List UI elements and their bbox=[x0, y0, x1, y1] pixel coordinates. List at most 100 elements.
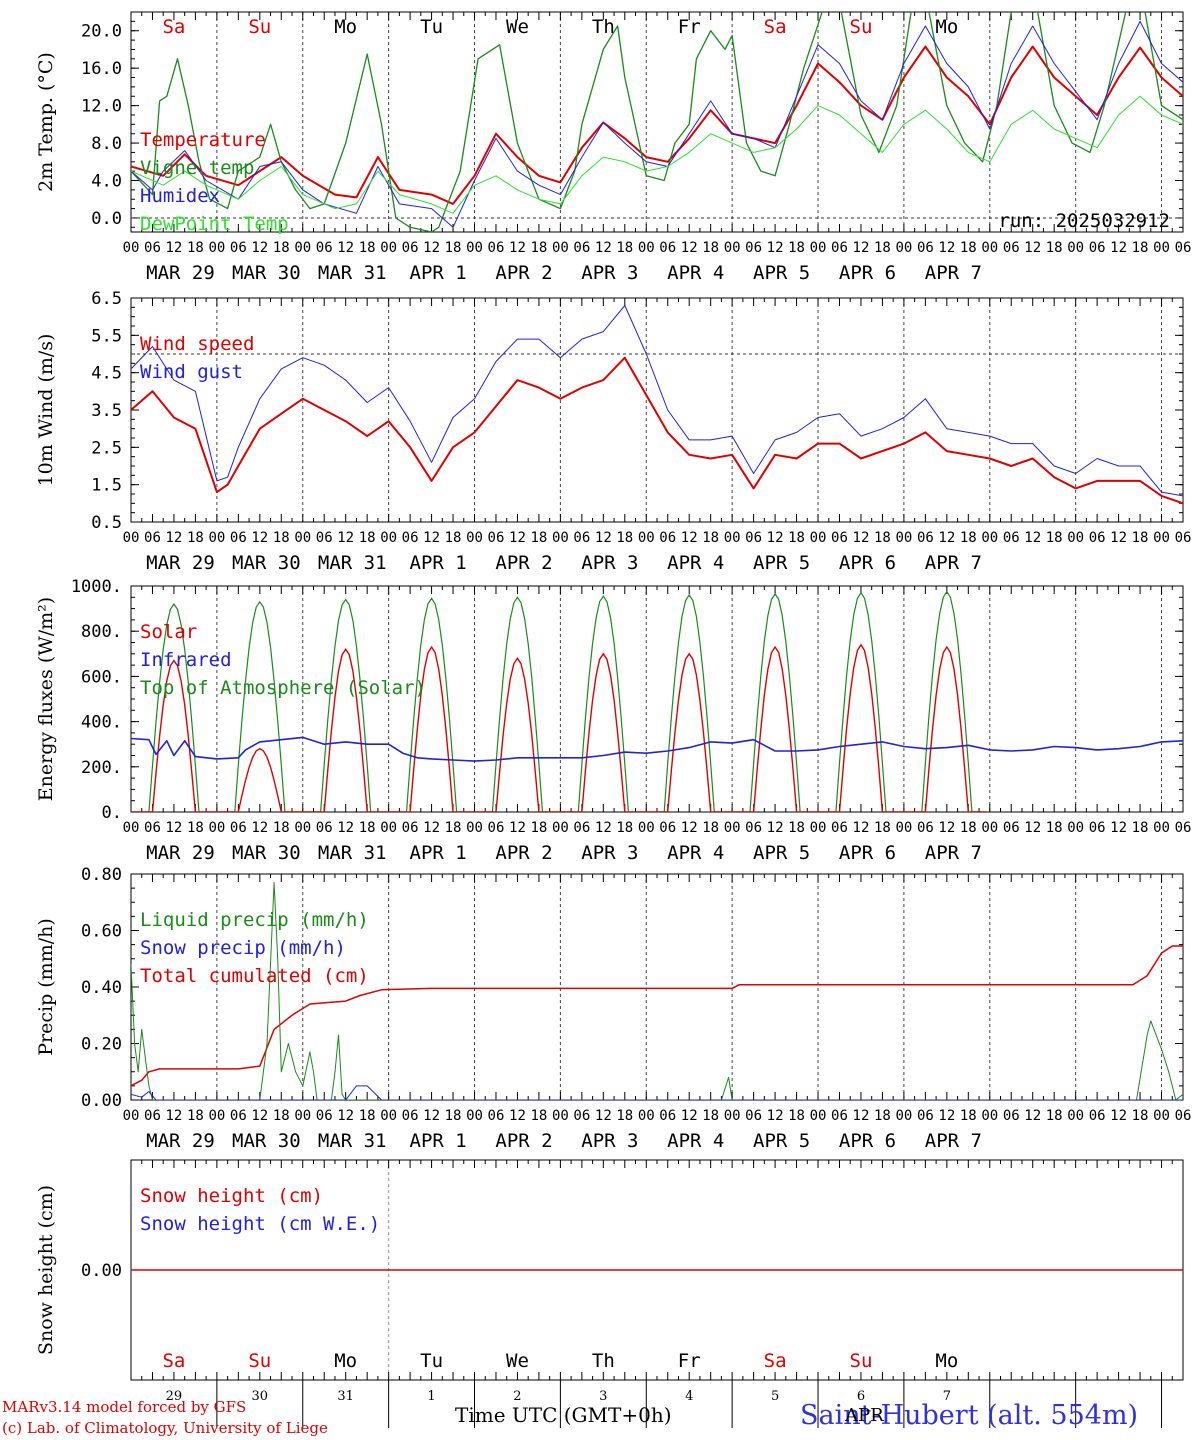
hour-label: 18 bbox=[616, 820, 633, 836]
hour-label: 12 bbox=[767, 820, 784, 836]
hour-label: 18 bbox=[530, 820, 547, 836]
plot-area bbox=[131, 305, 1183, 505]
hour-label: 12 bbox=[595, 240, 612, 256]
hour-label: 18 bbox=[273, 530, 290, 546]
hour-label: 12 bbox=[767, 530, 784, 546]
hour-label: 00 bbox=[380, 820, 397, 836]
y-tick-label: 400. bbox=[81, 713, 122, 733]
hour-label: 18 bbox=[874, 1108, 891, 1124]
series-line-wind-speed bbox=[131, 356, 1183, 505]
hour-label: 00 bbox=[466, 240, 483, 256]
hour-label: 06 bbox=[917, 820, 934, 836]
hour-label: 06 bbox=[1175, 240, 1192, 256]
hour-label: 06 bbox=[659, 1108, 676, 1124]
hour-label: 18 bbox=[1046, 530, 1063, 546]
hour-label: 18 bbox=[1046, 820, 1063, 836]
hour-label: 18 bbox=[359, 820, 376, 836]
hour-label: 06 bbox=[1003, 530, 1020, 546]
hour-label: 06 bbox=[1175, 530, 1192, 546]
hour-label: 06 bbox=[144, 1108, 161, 1124]
hour-label: 18 bbox=[702, 530, 719, 546]
hour-label: 18 bbox=[187, 820, 204, 836]
hour-label: 06 bbox=[831, 820, 848, 836]
date-label: APR 5 bbox=[753, 552, 810, 574]
hour-label: 00 bbox=[638, 240, 655, 256]
y-tick-label: 3.5 bbox=[91, 401, 122, 421]
y-axis-label: Energy fluxes (W/m²) bbox=[35, 597, 57, 801]
hour-label: 00 bbox=[638, 530, 655, 546]
hour-label: 06 bbox=[316, 530, 333, 546]
hour-label: 00 bbox=[208, 240, 225, 256]
panel-2: 0.5 1.5 2.5 3.5 4.5 5.5 6.5 10m Wind (m/s) Wind … bbox=[35, 289, 1191, 574]
hour-label: 06 bbox=[573, 820, 590, 836]
hour-label: 12 bbox=[938, 1108, 955, 1124]
hour-label: 06 bbox=[831, 240, 848, 256]
hour-label: 06 bbox=[402, 240, 419, 256]
hour-label: 18 bbox=[187, 240, 204, 256]
hour-label: 12 bbox=[1110, 240, 1127, 256]
hour-label: 12 bbox=[938, 530, 955, 546]
hour-label: 12 bbox=[166, 240, 183, 256]
hour-label: 00 bbox=[294, 240, 311, 256]
hour-label: 00 bbox=[380, 1108, 397, 1124]
y-tick-label: 0.40 bbox=[81, 978, 122, 998]
y-tick-label: 4.5 bbox=[91, 364, 122, 384]
hour-label: 00 bbox=[208, 530, 225, 546]
hour-label: 06 bbox=[745, 530, 762, 546]
day-label: Tu bbox=[420, 1350, 443, 1372]
date-label: MAR 31 bbox=[318, 1130, 387, 1152]
date-label: APR 5 bbox=[753, 1130, 810, 1152]
y-tick-label: 200. bbox=[81, 758, 122, 778]
day-label: Su bbox=[850, 16, 873, 38]
y-tick-label: 20.0 bbox=[81, 22, 122, 42]
series-line-solar bbox=[131, 643, 987, 812]
hour-label: 06 bbox=[659, 530, 676, 546]
hour-label: 18 bbox=[530, 1108, 547, 1124]
plot-area bbox=[131, 12, 1183, 232]
date-label: APR 3 bbox=[581, 262, 638, 284]
hour-label: 00 bbox=[123, 530, 140, 546]
date-label: APR 2 bbox=[495, 262, 552, 284]
hour-label: 00 bbox=[380, 240, 397, 256]
legend-entry: Snow height (cm) bbox=[140, 1185, 323, 1207]
hour-label: 12 bbox=[337, 820, 354, 836]
day-label: Su bbox=[248, 16, 271, 38]
date-label: APR 1 bbox=[410, 1130, 467, 1152]
y-tick-label: 0. bbox=[102, 803, 122, 823]
date-label: APR 3 bbox=[581, 552, 638, 574]
hour-label: 06 bbox=[831, 530, 848, 546]
y-tick-label: 5.5 bbox=[91, 326, 122, 346]
hour-label: 12 bbox=[1110, 820, 1127, 836]
legend-entry: Liquid precip (mm/h) bbox=[140, 909, 369, 931]
day-label: Sa bbox=[764, 1350, 787, 1372]
series-line-humidex bbox=[131, 20, 1183, 228]
hour-label: 18 bbox=[960, 240, 977, 256]
hour-label: 12 bbox=[251, 1108, 268, 1124]
hour-label: 12 bbox=[1024, 820, 1041, 836]
hour-label: 18 bbox=[1046, 240, 1063, 256]
hour-label: 06 bbox=[230, 1108, 247, 1124]
hour-label: 00 bbox=[294, 1108, 311, 1124]
hour-label: 18 bbox=[788, 530, 805, 546]
y-tick-label: 6.5 bbox=[91, 289, 122, 309]
date-label: APR 2 bbox=[495, 842, 552, 864]
y-tick-label: 0.60 bbox=[81, 922, 122, 942]
y-tick-label: 800. bbox=[81, 622, 122, 642]
hour-label: 12 bbox=[1024, 1108, 1041, 1124]
hour-label: 06 bbox=[1003, 820, 1020, 836]
hour-label: 18 bbox=[530, 530, 547, 546]
date-label: APR 5 bbox=[753, 842, 810, 864]
date-label: APR 7 bbox=[925, 552, 982, 574]
day-number: 3 bbox=[599, 1389, 607, 1404]
hour-label: 12 bbox=[767, 1108, 784, 1124]
hour-label: 18 bbox=[874, 820, 891, 836]
y-tick-label: 1000. bbox=[71, 577, 122, 597]
hour-label: 12 bbox=[509, 820, 526, 836]
hour-label: 12 bbox=[853, 820, 870, 836]
hour-label: 00 bbox=[981, 1108, 998, 1124]
y-tick-label: 0.00 bbox=[81, 1261, 122, 1281]
y-axis-label: 2m Temp. (°C) bbox=[35, 52, 57, 192]
hour-label: 00 bbox=[123, 240, 140, 256]
hour-label: 06 bbox=[1003, 240, 1020, 256]
day-label: Th bbox=[592, 1350, 615, 1372]
